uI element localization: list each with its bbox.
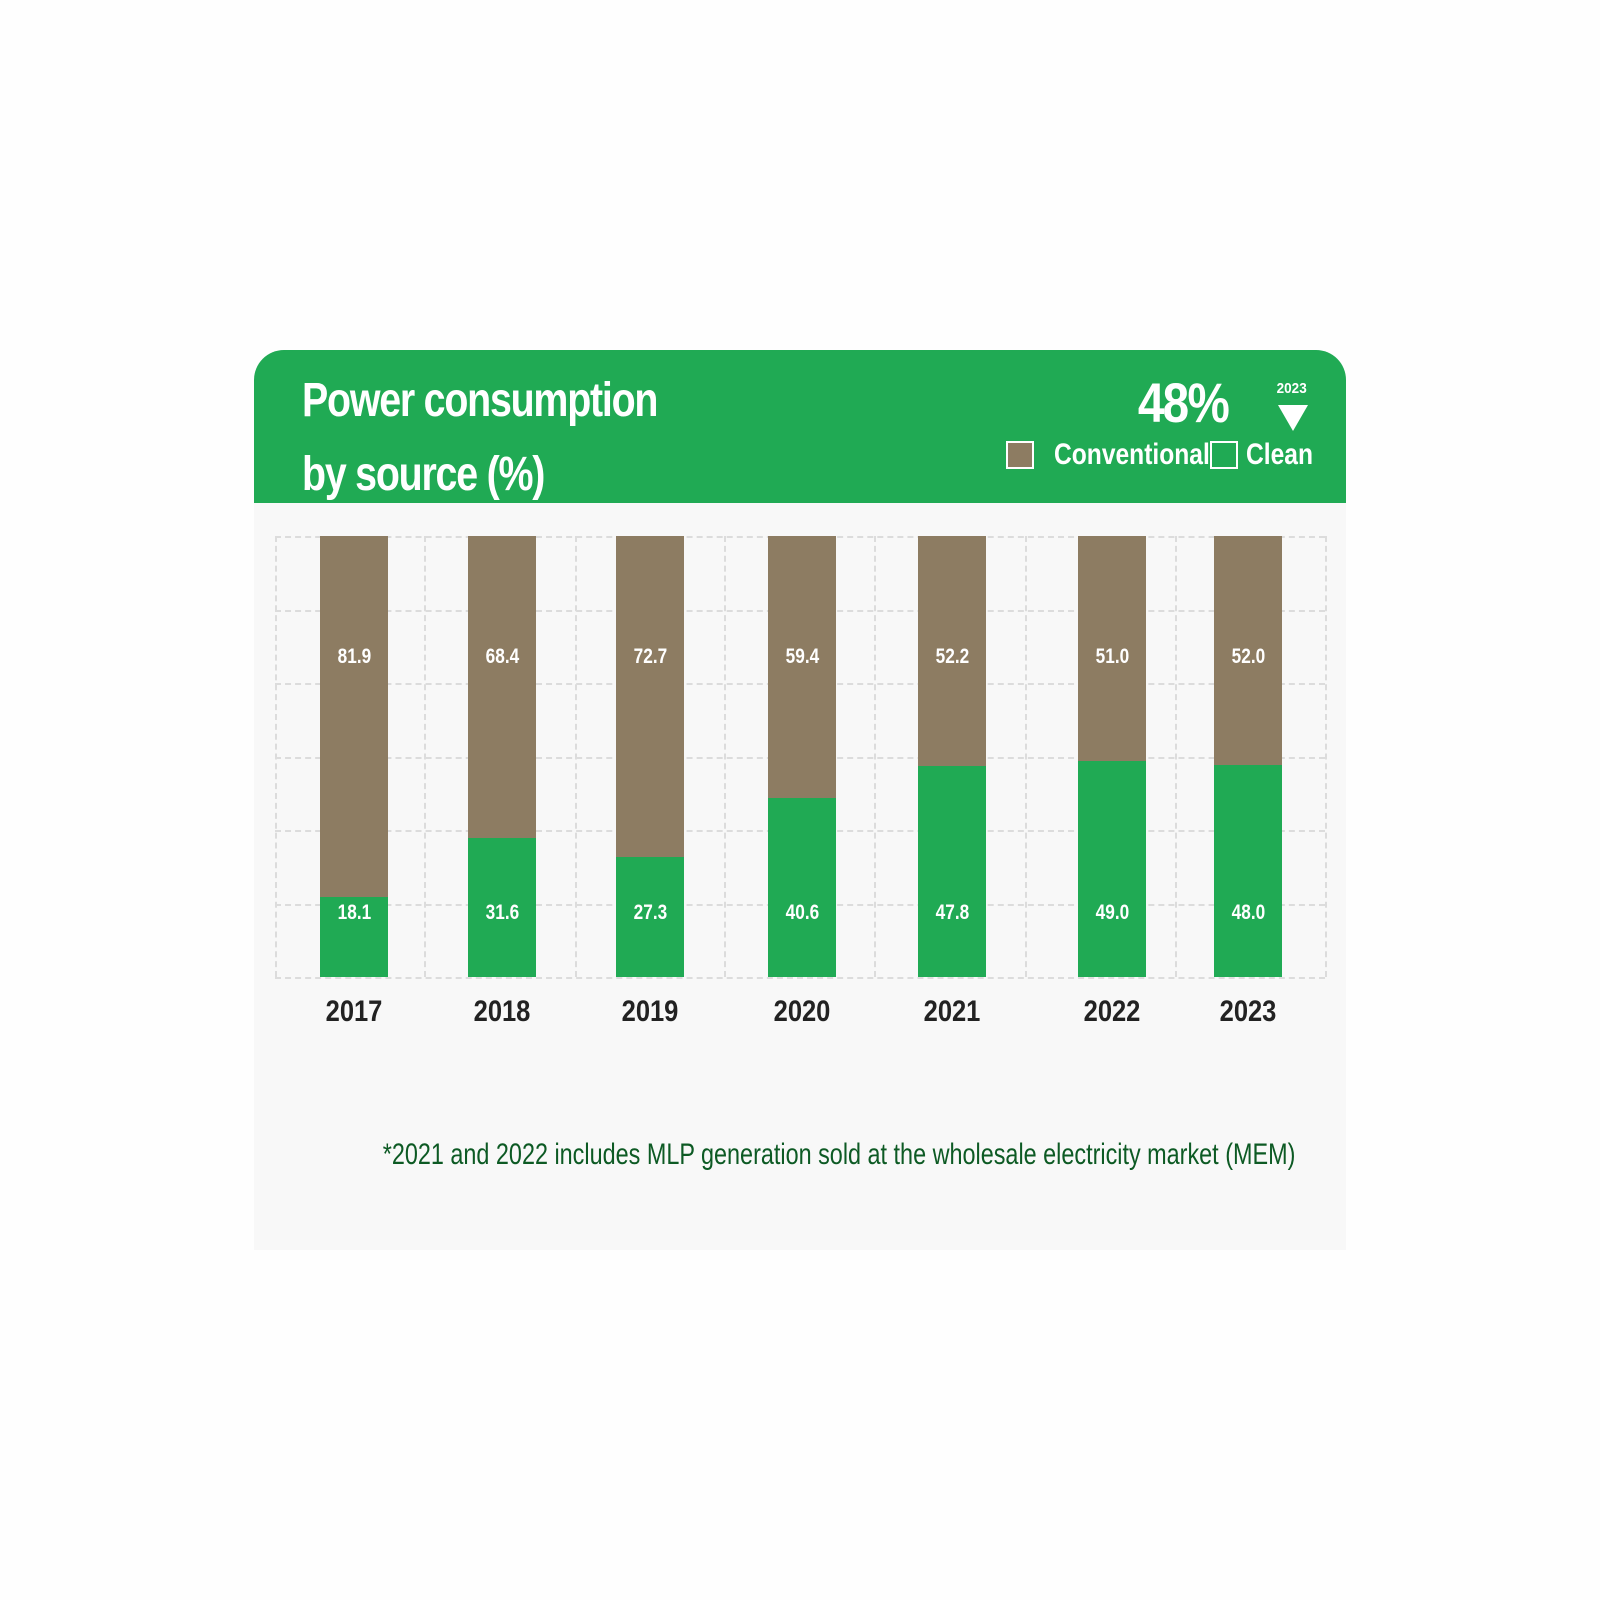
- value-label-clean: 49.0: [1095, 900, 1129, 924]
- gridline-vertical: [275, 536, 277, 977]
- chart-header: Power consumption by source (%) 48% 2023…: [254, 350, 1346, 503]
- chart-title: Power consumption by source (%): [302, 364, 658, 512]
- bar-segment-conventional: 81.9: [320, 536, 388, 898]
- value-label-conventional: 52.0: [1231, 645, 1265, 668]
- legend-swatch-clean: [1210, 441, 1238, 469]
- x-axis-label-2023: 2023: [1219, 995, 1277, 1028]
- value-label-clean: 47.8: [935, 900, 969, 924]
- bar-segment-clean: 18.1: [320, 897, 388, 977]
- x-axis-label-2019: 2019: [621, 995, 679, 1028]
- value-label-clean: 18.1: [337, 900, 371, 924]
- bar-segment-conventional: 52.0: [1214, 536, 1282, 766]
- gridline-vertical: [724, 536, 726, 977]
- bar-2018: 68.4 31.6: [468, 536, 536, 977]
- value-label-clean: 40.6: [785, 900, 819, 924]
- value-label-clean: 27.3: [633, 900, 667, 924]
- x-axis-label-2022: 2022: [1083, 995, 1141, 1028]
- title-line-1: Power consumption: [302, 374, 658, 427]
- bar-2023: 52.0 48.0: [1214, 536, 1282, 977]
- bar-2017: 81.9 18.1: [320, 536, 388, 977]
- x-axis-label-2020: 2020: [773, 995, 831, 1028]
- bar-segment-conventional: 68.4: [468, 536, 536, 838]
- gridline-vertical: [575, 536, 577, 977]
- bar-2020: 59.4 40.6: [768, 536, 836, 977]
- legend: Conventional Clean: [1006, 438, 1313, 472]
- footnote: *2021 and 2022 includes MLP generation s…: [254, 1138, 1346, 1172]
- bar-segment-conventional: 51.0: [1078, 536, 1146, 761]
- gridline-horizontal: [275, 977, 1325, 979]
- kpi-year: 2023: [1276, 380, 1307, 397]
- bar-segment-conventional: 52.2: [918, 536, 986, 767]
- legend-swatch-conventional: [1006, 441, 1034, 469]
- x-axis-label-2021: 2021: [923, 995, 981, 1028]
- value-label-conventional: 52.2: [935, 645, 969, 668]
- bar-segment-clean: 47.8: [918, 766, 986, 977]
- x-axis-label-2018: 2018: [473, 995, 531, 1028]
- down-triangle-icon: [1278, 405, 1308, 431]
- kpi-value: 48%: [1137, 371, 1230, 434]
- value-label-conventional: 81.9: [337, 645, 371, 668]
- value-label-conventional: 72.7: [633, 645, 667, 668]
- gridline-vertical: [1175, 536, 1177, 977]
- bar-segment-conventional: 72.7: [616, 536, 684, 857]
- bar-2019: 72.7 27.3: [616, 536, 684, 977]
- bar-segment-clean: 49.0: [1078, 760, 1146, 977]
- gridline-vertical: [1325, 536, 1327, 977]
- plot-area: 81.9 18.1 2017 68.4 31.6 2018 72.7 27.3 2019 59.4…: [254, 350, 1346, 1250]
- gridline-vertical: [874, 536, 876, 977]
- value-label-conventional: 68.4: [485, 645, 519, 668]
- gridline-vertical: [1025, 536, 1027, 977]
- chart-card: Power consumption by source (%) 48% 2023…: [254, 350, 1346, 1250]
- value-label-conventional: 51.0: [1095, 645, 1129, 668]
- x-axis-label-2017: 2017: [325, 995, 383, 1028]
- bar-2022: 51.0 49.0: [1078, 536, 1146, 977]
- bar-2021: 52.2 47.8: [918, 536, 986, 977]
- bar-segment-conventional: 59.4: [768, 536, 836, 798]
- footnote-text: *2021 and 2022 includes MLP generation s…: [382, 1138, 1296, 1171]
- bar-segment-clean: 27.3: [616, 856, 684, 977]
- bar-segment-clean: 31.6: [468, 837, 536, 977]
- value-label-clean: 31.6: [485, 900, 519, 924]
- value-label-conventional: 59.4: [785, 645, 819, 668]
- bar-segment-clean: 48.0: [1214, 765, 1282, 977]
- title-line-2: by source (%): [302, 448, 545, 501]
- gridline-vertical: [424, 536, 426, 977]
- value-label-clean: 48.0: [1231, 900, 1265, 924]
- bar-segment-clean: 40.6: [768, 797, 836, 977]
